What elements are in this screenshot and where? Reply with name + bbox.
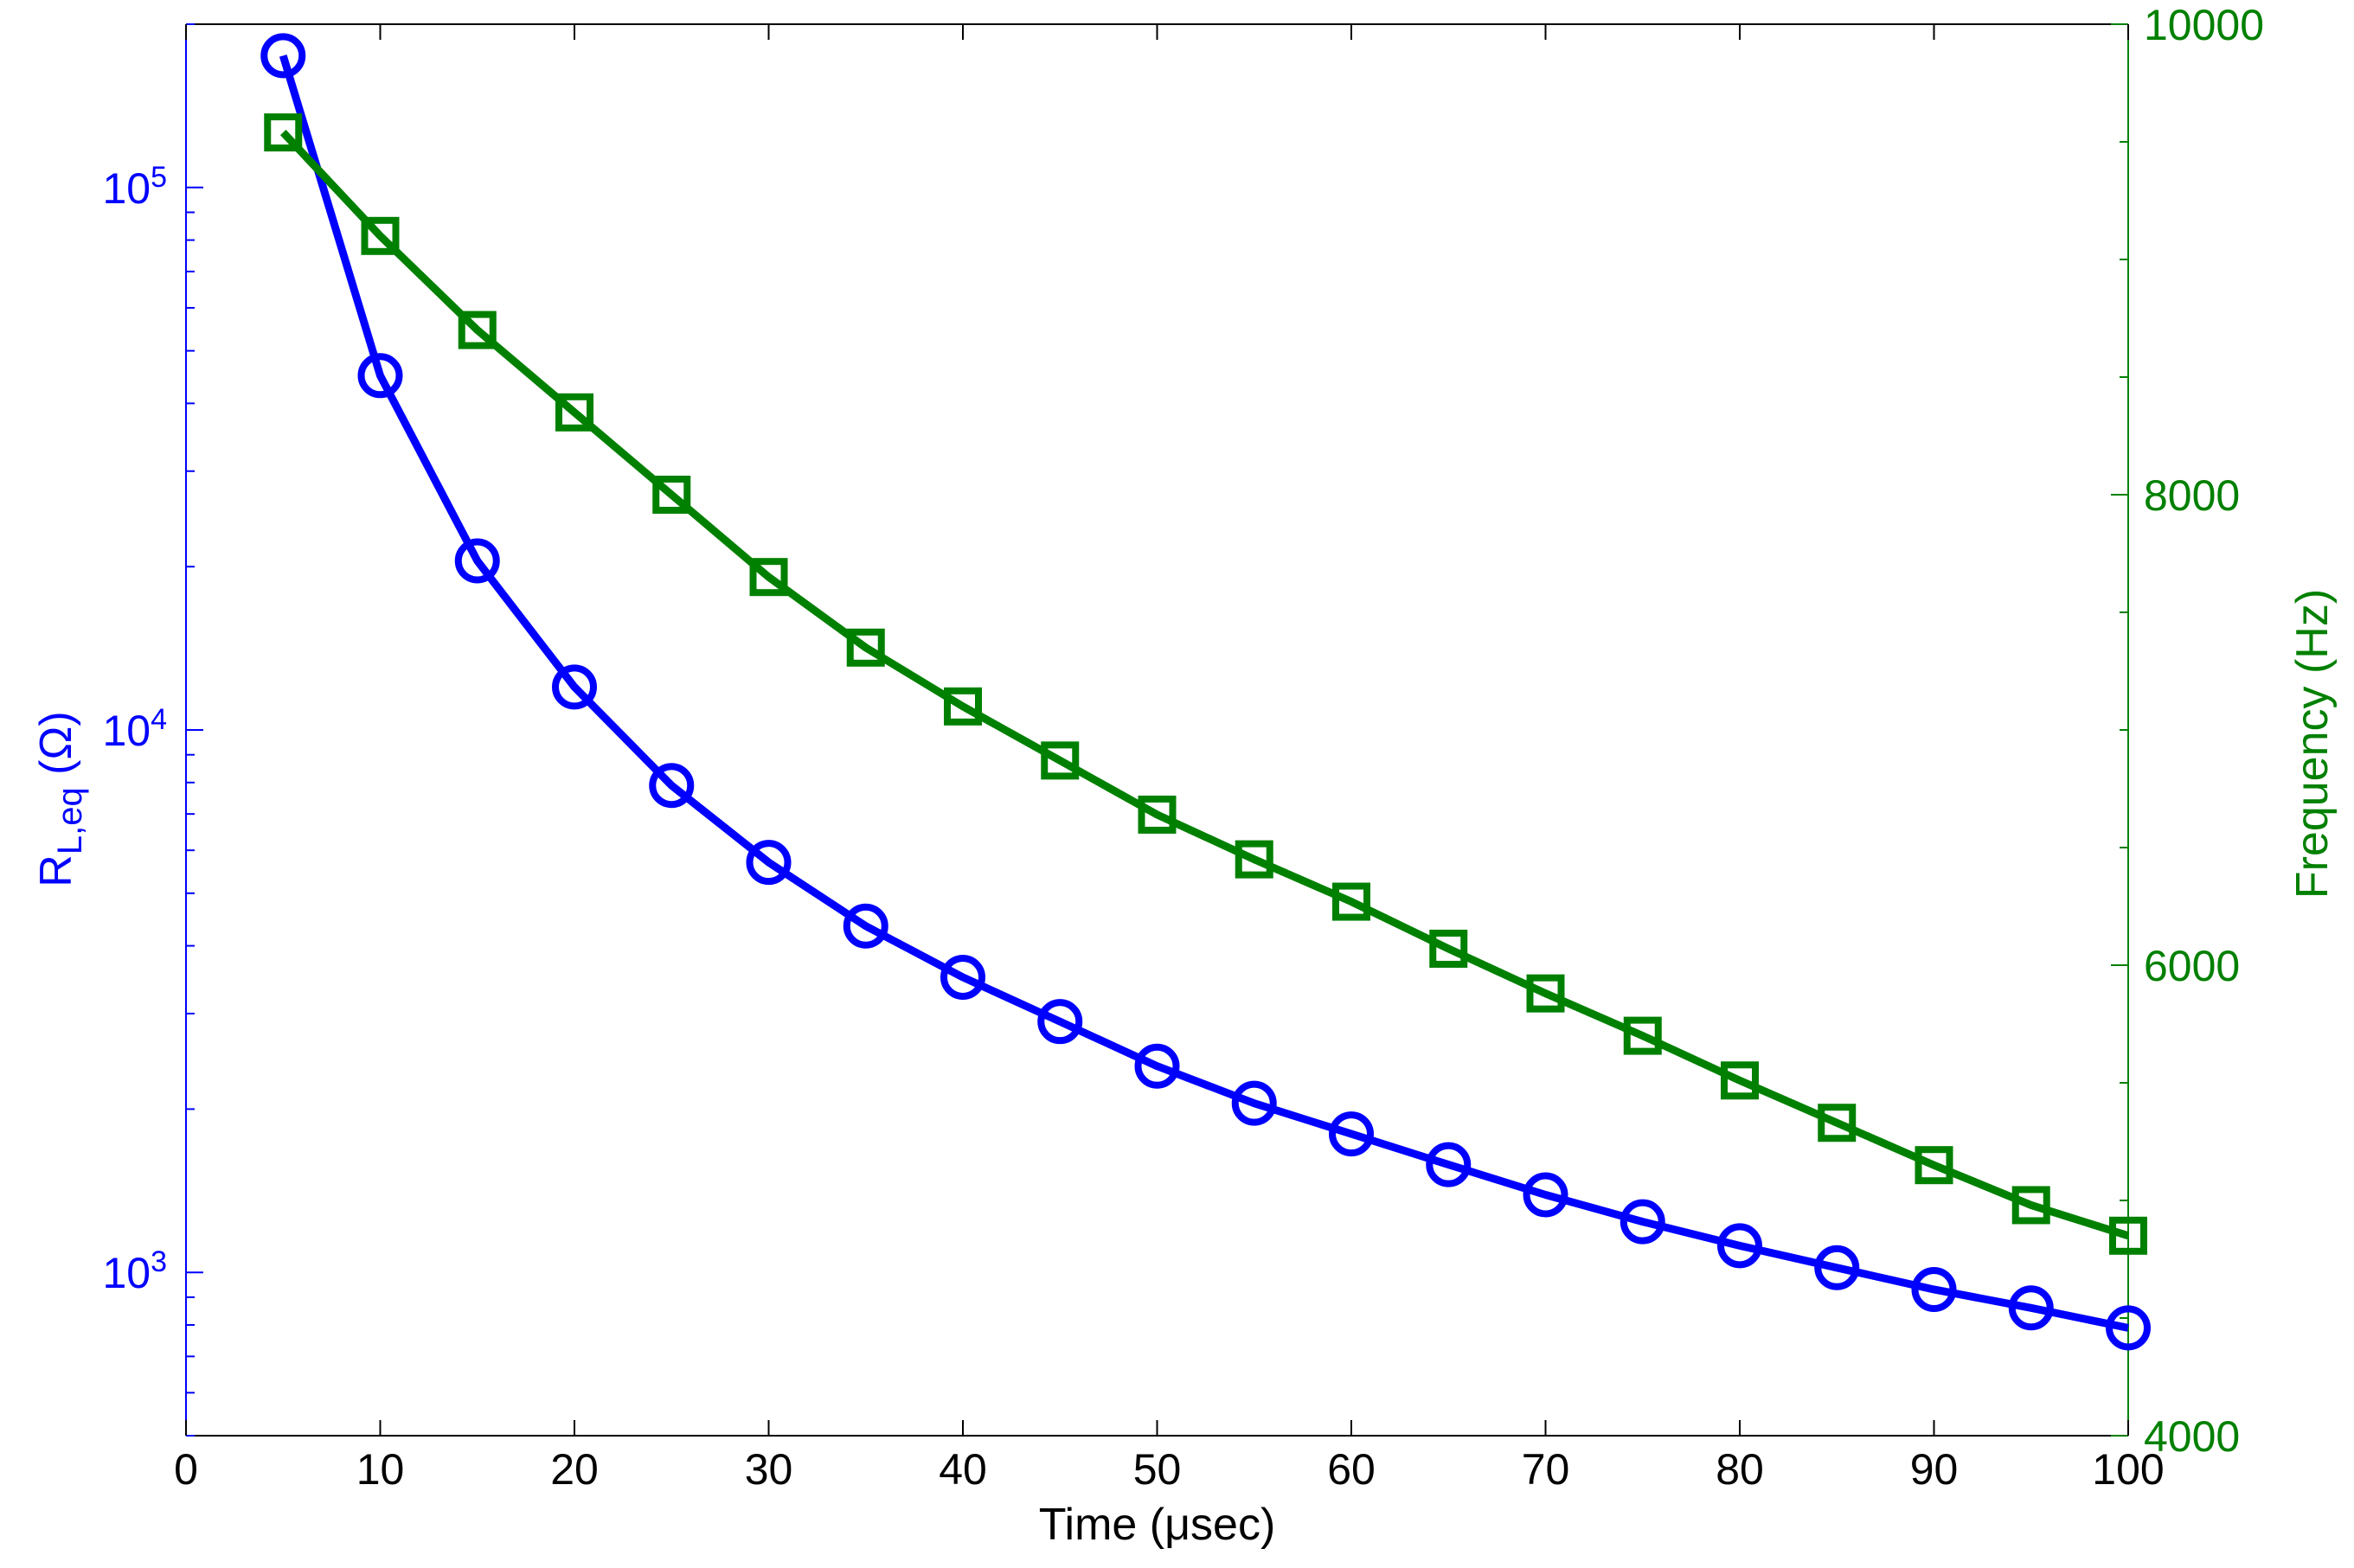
left-tick-label: 105 xyxy=(102,161,167,213)
data-point-square xyxy=(652,476,691,514)
right-tick-label: 8000 xyxy=(2144,471,2240,520)
right-tick-label: 10000 xyxy=(2144,1,2264,49)
data-point-circle xyxy=(1911,1266,1957,1312)
data-point-square xyxy=(846,628,885,667)
data-point-square xyxy=(264,113,303,152)
data-point-circle xyxy=(260,33,306,79)
series-square xyxy=(264,113,2147,1255)
data-point-circle xyxy=(1620,1199,1665,1245)
data-point-square xyxy=(458,310,497,349)
x-tick-label: 60 xyxy=(1327,1445,1376,1494)
x-tick-label: 0 xyxy=(174,1445,198,1494)
left-axis-ticks: 103 104 105 xyxy=(102,23,203,1437)
x-tick-label: 40 xyxy=(939,1445,987,1494)
data-point-square xyxy=(1623,1016,1662,1055)
right-tick-label: 4000 xyxy=(2144,1412,2240,1461)
x-tick-label: 90 xyxy=(1910,1445,1959,1494)
right-axis-ticks: 4000 6000 8000 10000 xyxy=(2111,1,2264,1461)
right-tick-label: 6000 xyxy=(2144,942,2240,990)
data-point-circle xyxy=(1717,1223,1762,1269)
data-point-circle xyxy=(746,840,792,886)
x-axis-label: Time (μsec) xyxy=(1039,1500,1276,1550)
data-point-circle xyxy=(1134,1043,1180,1089)
data-point-circle xyxy=(1523,1172,1568,1218)
right-axis-label: Frequency (Hz) xyxy=(2287,589,2338,899)
data-point-square xyxy=(1721,1061,1759,1100)
data-point-square xyxy=(1429,929,1468,968)
data-point-circle xyxy=(843,903,888,949)
x-tick-label: 70 xyxy=(1522,1445,1570,1494)
data-point-circle xyxy=(1329,1111,1374,1157)
data-point-square xyxy=(1332,882,1370,921)
data-point-square xyxy=(2109,1216,2147,1255)
data-point-circle xyxy=(1814,1245,1860,1290)
data-point-circle xyxy=(2106,1305,2151,1351)
left-tick-label: 104 xyxy=(102,703,167,755)
left-axis-label: RL,eq (Ω) xyxy=(31,711,89,886)
data-point-square xyxy=(1041,741,1080,780)
data-point-circle xyxy=(1231,1080,1277,1126)
data-point-square xyxy=(1138,795,1177,834)
data-point-circle xyxy=(357,353,403,399)
left-tick-label: 103 xyxy=(102,1245,167,1297)
x-tick-label: 50 xyxy=(1133,1445,1182,1494)
x-tick-label: 80 xyxy=(1716,1445,1764,1494)
x-tick-label: 30 xyxy=(745,1445,793,1494)
x-tick-label: 10 xyxy=(356,1445,405,1494)
data-point-circle xyxy=(454,538,500,584)
data-point-square xyxy=(749,558,788,597)
x-tick-label: 100 xyxy=(2092,1445,2164,1494)
series-circle xyxy=(260,33,2151,1351)
data-point-circle xyxy=(649,763,695,809)
data-point-circle xyxy=(552,664,597,710)
data-point-square xyxy=(1526,974,1565,1013)
data-point-square xyxy=(2011,1186,2050,1225)
data-point-circle xyxy=(940,954,985,1000)
series-layer xyxy=(260,33,2151,1351)
data-point-circle xyxy=(1426,1142,1472,1187)
data-point-circle xyxy=(1037,999,1083,1045)
x-tick-label: 20 xyxy=(550,1445,599,1494)
data-point-square xyxy=(1818,1104,1857,1142)
data-point-square xyxy=(944,687,982,726)
data-point-square xyxy=(1915,1146,1953,1185)
data-point-square xyxy=(1235,840,1273,879)
data-point-circle xyxy=(2008,1285,2054,1331)
x-axis-ticks: 0 10 20 30 40 50 60 70 80 90 100 xyxy=(174,24,2165,1494)
data-point-square xyxy=(361,216,400,255)
data-point-square xyxy=(555,393,593,432)
